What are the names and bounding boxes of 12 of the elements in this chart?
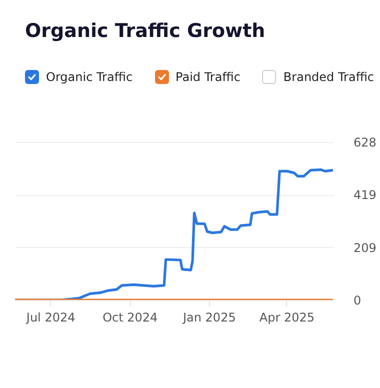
legend-label: Paid Traffic — [176, 70, 240, 84]
x-tick-label: Oct 2024 — [102, 310, 158, 324]
y-tick-label: 209 — [354, 240, 376, 255]
chart-title: Organic Traffic Growth — [25, 20, 266, 42]
x-tick-label: Apr 2025 — [259, 310, 315, 324]
x-tick-label: Jul 2024 — [25, 310, 76, 324]
x-tick-label: Jan 2025 — [182, 310, 236, 324]
y-tick-label: 628 — [354, 136, 376, 150]
y-tick-label: 419 — [354, 188, 376, 202]
legend-label: Branded Traffic — [283, 70, 374, 84]
y-tick-label: 0 — [354, 294, 362, 308]
legend-label: Organic Traffic — [46, 70, 133, 84]
